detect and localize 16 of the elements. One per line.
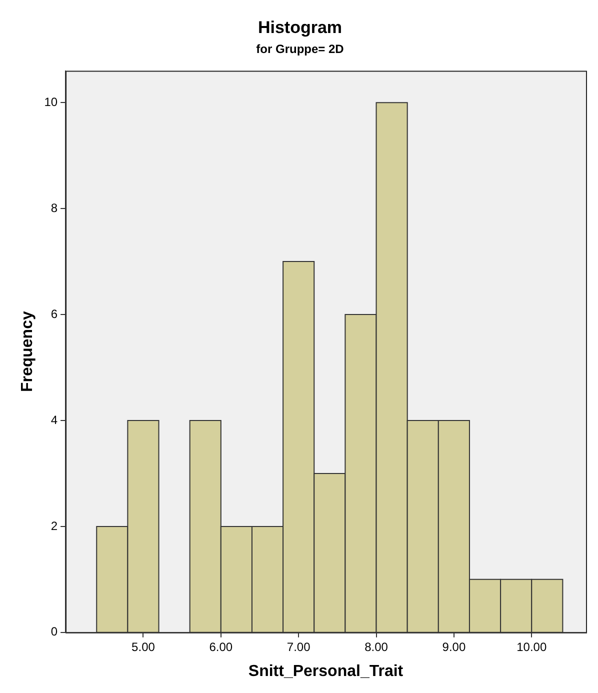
x-axis-title: Snitt_Personal_Trait bbox=[248, 662, 404, 680]
y-tick-label: 8 bbox=[50, 200, 58, 215]
y-tick-label: 0 bbox=[50, 624, 58, 639]
chart-title: Histogram bbox=[258, 18, 342, 37]
x-tick-label: 8.00 bbox=[364, 640, 388, 654]
y-tick-label: 2 bbox=[50, 518, 58, 533]
y-tick-label: 10 bbox=[44, 94, 58, 109]
y-tick-label: 6 bbox=[50, 306, 58, 321]
x-tick-label: 5.00 bbox=[132, 640, 156, 654]
chart-subtitle: for Gruppe= 2D bbox=[256, 42, 344, 56]
y-axis-title: Frequency bbox=[19, 311, 36, 392]
y-tick-label: 4 bbox=[50, 412, 58, 427]
x-tick-label: 7.00 bbox=[286, 640, 311, 654]
x-tick-label: 6.00 bbox=[209, 640, 233, 654]
x-tick-label: 9.00 bbox=[442, 640, 466, 654]
x-tick-label: 10.00 bbox=[516, 640, 547, 654]
